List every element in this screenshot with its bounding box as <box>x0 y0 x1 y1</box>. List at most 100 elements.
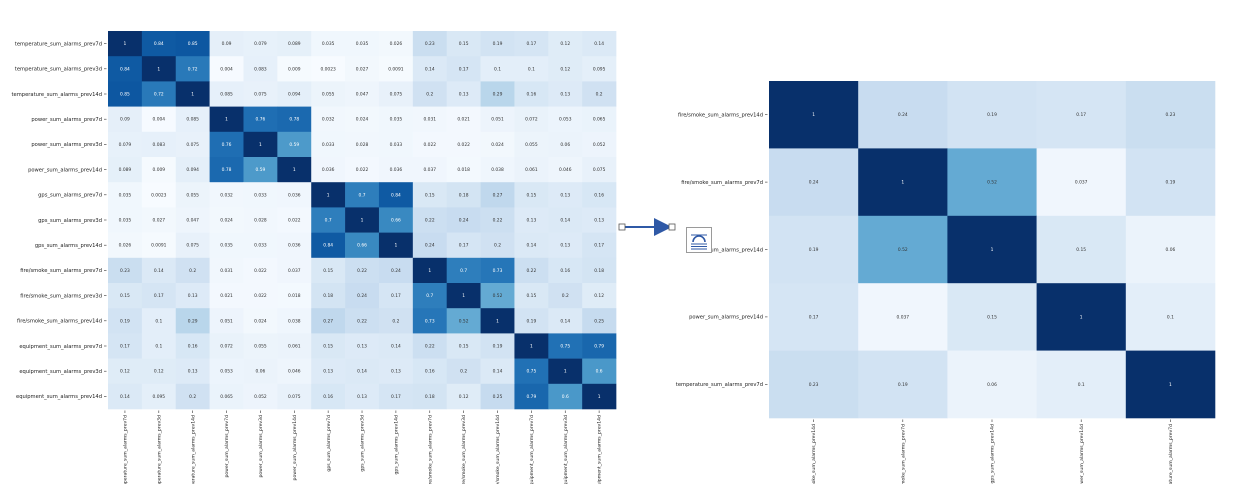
left-heatmap-cell-value: 0.23 <box>425 41 435 47</box>
left-heatmap-cell-value: 0.16 <box>594 192 604 198</box>
left-heatmap-cell-value: 1 <box>428 268 431 274</box>
left-heatmap-cell-value: 0.009 <box>288 66 301 72</box>
left-heatmap-cell-value: 0.079 <box>254 41 267 47</box>
right-heatmap-col-label: fire/smoke_sum_alarms_prev7d <box>900 424 906 484</box>
left-heatmap-cell <box>582 106 617 133</box>
right-heatmap-cell-value: 1 <box>901 180 904 186</box>
left-heatmap-cell <box>480 56 515 82</box>
left-heatmap-cell-value: 0.051 <box>220 318 233 324</box>
left-heatmap-cell-value: 0.22 <box>425 344 435 350</box>
left-heatmap-cell <box>175 257 210 284</box>
left-heatmap-cell-value: 0.036 <box>322 167 335 173</box>
left-heatmap-cell <box>175 56 210 82</box>
left-heatmap-cell <box>311 333 346 359</box>
left-heatmap-cell <box>277 207 312 233</box>
right-heatmap-cell <box>1125 283 1216 351</box>
left-heatmap-cell <box>378 182 414 208</box>
left-heatmap-cell-value: 0.065 <box>593 117 606 123</box>
left-heatmap-cell-value: 0.046 <box>559 167 572 173</box>
left-heatmap-cell <box>412 157 447 183</box>
left-heatmap-cell-value: 0.094 <box>186 167 199 173</box>
left-heatmap-cell <box>311 31 346 57</box>
left-heatmap-row-label: power_sum_alarms_prev7d <box>31 117 102 123</box>
left-heatmap-col-label: equipment_sum_alarms_prev3d <box>563 415 569 484</box>
left-heatmap-cell <box>311 157 346 183</box>
left-heatmap-cell <box>412 232 447 259</box>
right-heatmap-cell <box>947 148 1037 217</box>
left-heatmap-cell <box>108 383 143 410</box>
left-heatmap-cell-value: 0.053 <box>220 369 233 375</box>
left-heatmap-cell <box>243 31 278 57</box>
left-heatmap-cell-value: 0.22 <box>357 268 367 274</box>
left-heatmap-cell <box>480 31 515 57</box>
right-heatmap-cell-value: 0.19 <box>809 247 819 253</box>
connector-start-handle[interactable] <box>618 223 626 231</box>
left-heatmap-cell <box>582 182 617 208</box>
left-heatmap-cell <box>175 383 210 410</box>
left-heatmap-cell <box>378 81 414 107</box>
left-heatmap-cell <box>108 308 143 334</box>
left-heatmap-cell-value: 0.035 <box>322 41 335 47</box>
left-heatmap-cell-value: 0.19 <box>493 41 503 47</box>
right-heatmap-cell-value: 0.17 <box>809 314 819 320</box>
left-heatmap-cell <box>514 257 549 284</box>
left-heatmap-cell <box>548 31 583 57</box>
left-heatmap-cell <box>311 383 346 410</box>
left-heatmap-cell-value: 0.055 <box>254 344 267 350</box>
left-heatmap-col-label: gps_sum_alarms_prev3d <box>360 415 366 472</box>
left-heatmap-cell <box>582 131 617 158</box>
left-heatmap-cell-value: 0.84 <box>120 66 130 72</box>
left-heatmap-cell <box>311 207 346 233</box>
left-heatmap-cell <box>480 232 515 259</box>
left-heatmap-cell-value: 0.2 <box>460 369 467 375</box>
right-heatmap-cell <box>947 215 1037 284</box>
left-heatmap-cell-value: 0.17 <box>154 293 164 299</box>
connector-end-handle[interactable] <box>668 223 676 231</box>
left-heatmap-cell-value: 0.16 <box>323 394 333 400</box>
right-heatmap-col-label: gps_sum_alarms_prev14d <box>990 424 996 484</box>
left-heatmap-cell <box>446 157 481 183</box>
left-heatmap-cell-value: 1 <box>259 142 262 148</box>
left-heatmap-cell-value: 0.035 <box>356 41 369 47</box>
left-heatmap-cell <box>277 232 312 259</box>
right-heatmap-cell <box>1036 350 1127 419</box>
left-heatmap-cell <box>277 333 312 359</box>
left-heatmap-cell <box>582 56 617 82</box>
left-heatmap-cell-value: 0.16 <box>560 268 570 274</box>
left-heatmap-cell <box>548 207 583 233</box>
left-heatmap-cell <box>446 131 481 158</box>
left-heatmap-cell-value: 0.14 <box>526 243 536 249</box>
left-heatmap-cell-value: 0.15 <box>459 41 469 47</box>
left-heatmap-cell-value: 0.055 <box>322 92 335 98</box>
left-heatmap-cell <box>277 358 312 385</box>
right-heatmap-col-label: fire/smoke_sum_alarms_prev14d <box>811 424 817 484</box>
right-heatmap-row-label: fire/smoke_sum_alarms_prev14d <box>678 113 763 119</box>
left-heatmap-col-label: equipment_sum_alarms_prev7d <box>529 415 535 484</box>
left-heatmap-cell-value: 0.022 <box>457 142 470 148</box>
left-heatmap-cell <box>277 106 312 133</box>
left-heatmap-cell-value: 0.22 <box>526 268 536 274</box>
left-heatmap-cell <box>412 333 447 359</box>
left-heatmap-cell-value: 0.78 <box>289 117 299 123</box>
left-heatmap-cell-value: 0.75 <box>526 369 536 375</box>
left-heatmap-cell-value: 0.052 <box>254 394 267 400</box>
left-heatmap-cell <box>243 157 278 183</box>
left-heatmap-cell-value: 0.021 <box>457 117 470 123</box>
left-heatmap-cell-value: 0.033 <box>254 243 267 249</box>
left-heatmap-cell-value: 0.024 <box>220 218 233 224</box>
layout-options-icon[interactable] <box>686 227 712 253</box>
left-heatmap-cell-value: 0.018 <box>288 293 301 299</box>
left-heatmap-cell <box>582 232 617 259</box>
left-heatmap-cell <box>108 56 143 82</box>
left-heatmap-row-label: power_sum_alarms_prev14d <box>28 167 102 173</box>
left-heatmap-cell-value: 0.85 <box>188 41 198 47</box>
left-heatmap-cell-value: 0.13 <box>357 394 367 400</box>
left-heatmap-row-label: equipment_sum_alarms_prev3d <box>19 369 102 375</box>
left-heatmap-cell-value: 0.2 <box>189 268 196 274</box>
left-heatmap-cell <box>141 56 177 82</box>
left-heatmap-cell-value: 0.075 <box>186 142 199 148</box>
left-heatmap-cell-value: 0.028 <box>356 142 369 148</box>
left-heatmap-cell <box>345 157 380 183</box>
left-heatmap-cell-value: 0.25 <box>594 318 604 324</box>
